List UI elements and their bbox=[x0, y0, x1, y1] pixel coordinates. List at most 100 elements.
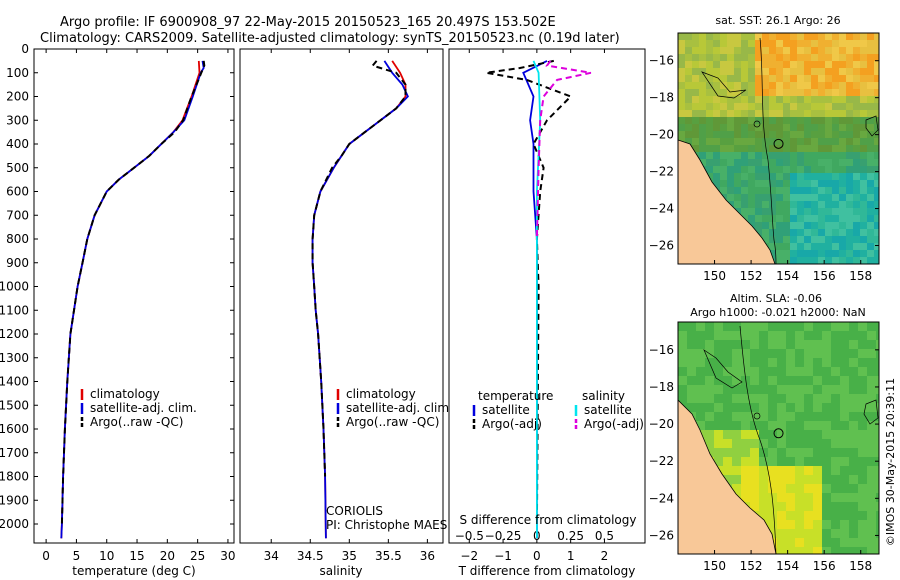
map-cell bbox=[876, 430, 879, 440]
map-cell bbox=[696, 331, 706, 341]
map-cell bbox=[734, 131, 742, 139]
map-cell bbox=[867, 520, 877, 530]
map-cell bbox=[853, 194, 861, 202]
map-cell bbox=[727, 103, 735, 111]
map-cell bbox=[720, 96, 728, 104]
map-cell bbox=[706, 33, 714, 41]
map-cell bbox=[849, 484, 859, 494]
map-cell bbox=[832, 243, 840, 251]
map-cell bbox=[750, 385, 760, 395]
map-cell bbox=[750, 403, 760, 413]
map-cell bbox=[769, 236, 777, 244]
map-cell bbox=[777, 421, 787, 431]
map-cell bbox=[867, 529, 877, 539]
depth-tick-label: 0 bbox=[21, 42, 29, 56]
map-cell bbox=[755, 166, 763, 174]
map-cell bbox=[840, 367, 850, 377]
map-cell bbox=[777, 529, 787, 539]
map-cell bbox=[727, 159, 735, 167]
map-cell bbox=[755, 68, 763, 76]
map-cell bbox=[713, 152, 721, 160]
map-cell bbox=[860, 152, 868, 160]
map-cell bbox=[741, 394, 751, 404]
sla-reef-outline-east bbox=[863, 399, 879, 425]
map-cell bbox=[720, 187, 728, 195]
depth-tick-label: 1200 bbox=[0, 327, 29, 341]
map-cell bbox=[786, 547, 796, 554]
sla-argo-position-marker bbox=[773, 428, 784, 439]
map-cell bbox=[876, 457, 879, 467]
map-cell bbox=[846, 180, 854, 188]
map-cell bbox=[723, 322, 733, 332]
map-cell bbox=[853, 145, 861, 153]
map-cell bbox=[768, 403, 778, 413]
map-cell bbox=[818, 166, 826, 174]
map-cell bbox=[804, 538, 814, 548]
map-cell bbox=[849, 475, 859, 485]
map-cell bbox=[825, 152, 833, 160]
map-cell bbox=[768, 358, 778, 368]
map-cell bbox=[797, 40, 805, 48]
map-cell bbox=[867, 376, 877, 386]
map-cell bbox=[849, 376, 859, 386]
map-cell bbox=[831, 349, 841, 359]
map-cell bbox=[790, 96, 798, 104]
map-cell bbox=[813, 394, 823, 404]
map-cell bbox=[741, 33, 749, 41]
map-cell bbox=[734, 173, 742, 181]
map-cell bbox=[797, 187, 805, 195]
map-cell bbox=[786, 322, 796, 332]
map-cell bbox=[748, 152, 756, 160]
map-cell bbox=[795, 349, 805, 359]
map-cell bbox=[748, 194, 756, 202]
map-cell bbox=[723, 466, 733, 476]
map-cell bbox=[776, 152, 784, 160]
map-cell bbox=[790, 166, 798, 174]
map-cell bbox=[818, 103, 826, 111]
map-cell bbox=[849, 520, 859, 530]
map-cell bbox=[713, 145, 721, 153]
map-cell bbox=[759, 358, 769, 368]
map-cell bbox=[867, 250, 875, 258]
map-cell bbox=[750, 349, 760, 359]
map-cell bbox=[846, 236, 854, 244]
map-cell bbox=[755, 222, 763, 230]
map-cell bbox=[797, 201, 805, 209]
difference-x-tick-label: 1 bbox=[567, 549, 575, 563]
map-cell bbox=[741, 75, 749, 83]
map-cell bbox=[822, 529, 832, 539]
map-cell bbox=[813, 430, 823, 440]
map-cell bbox=[797, 229, 805, 237]
map-cell bbox=[783, 180, 791, 188]
map-cell bbox=[706, 40, 714, 48]
map-cell bbox=[860, 159, 868, 167]
map-cell bbox=[867, 110, 875, 118]
map-cell bbox=[776, 243, 784, 251]
map-cell bbox=[860, 201, 868, 209]
map-cell bbox=[818, 222, 826, 230]
map-cell bbox=[786, 466, 796, 476]
map-cell bbox=[818, 124, 826, 132]
map-cell bbox=[840, 547, 850, 554]
map-lon-tick-label: 152 bbox=[740, 269, 763, 283]
map-cell bbox=[769, 68, 777, 76]
map-cell bbox=[755, 110, 763, 118]
temperature-panel: 0100200300400500600700800900100011001200… bbox=[0, 42, 645, 578]
map-cell bbox=[786, 538, 796, 548]
map-cell bbox=[790, 117, 798, 125]
map-cell bbox=[762, 138, 770, 146]
depth-tick-label: 1900 bbox=[0, 493, 29, 507]
map-cell bbox=[741, 493, 751, 503]
map-cell bbox=[874, 236, 879, 244]
map-cell bbox=[811, 152, 819, 160]
map-cell bbox=[755, 54, 763, 62]
map-cell bbox=[755, 152, 763, 160]
map-cell bbox=[818, 180, 826, 188]
map-cell bbox=[768, 322, 778, 332]
map-cell bbox=[777, 493, 787, 503]
map-cell bbox=[797, 236, 805, 244]
map-cell bbox=[818, 47, 826, 55]
map-cell bbox=[874, 40, 879, 48]
map-cell bbox=[762, 54, 770, 62]
map-cell bbox=[768, 484, 778, 494]
